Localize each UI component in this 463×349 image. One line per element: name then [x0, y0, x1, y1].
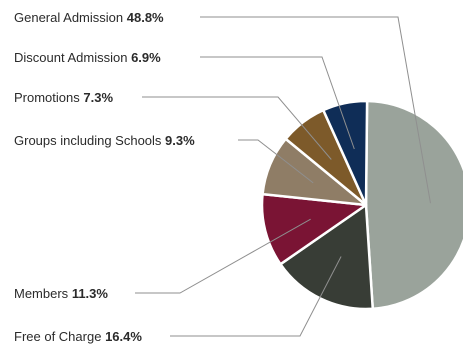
- label-groups-including-schools: Groups including Schools 9.3%: [14, 133, 195, 148]
- leader-line-promotions: [142, 96, 332, 160]
- label-members: Members 11.3%: [14, 286, 108, 301]
- leader-line-discount-admission: [200, 56, 355, 150]
- pie-slice-free-of-charge: [279, 203, 374, 311]
- pie-slice-general-admission: [364, 99, 463, 311]
- leader-line-members: [135, 218, 311, 294]
- leader-line-groups-including-schools: [238, 139, 314, 184]
- pie-slice-discount-admission: [322, 99, 369, 207]
- label-free-of-charge: Free of Charge 16.4%: [14, 329, 142, 344]
- label-discount-admission: Discount Admission 6.9%: [14, 50, 161, 65]
- label-promotions: Promotions 7.3%: [14, 90, 113, 105]
- leader-lines: [135, 16, 431, 337]
- pie-slices: [260, 99, 463, 311]
- leader-line-general-admission: [200, 16, 431, 204]
- pie-slice-members: [260, 192, 368, 266]
- leader-line-free-of-charge: [170, 256, 342, 337]
- label-general-admission: General Admission 48.8%: [14, 10, 164, 25]
